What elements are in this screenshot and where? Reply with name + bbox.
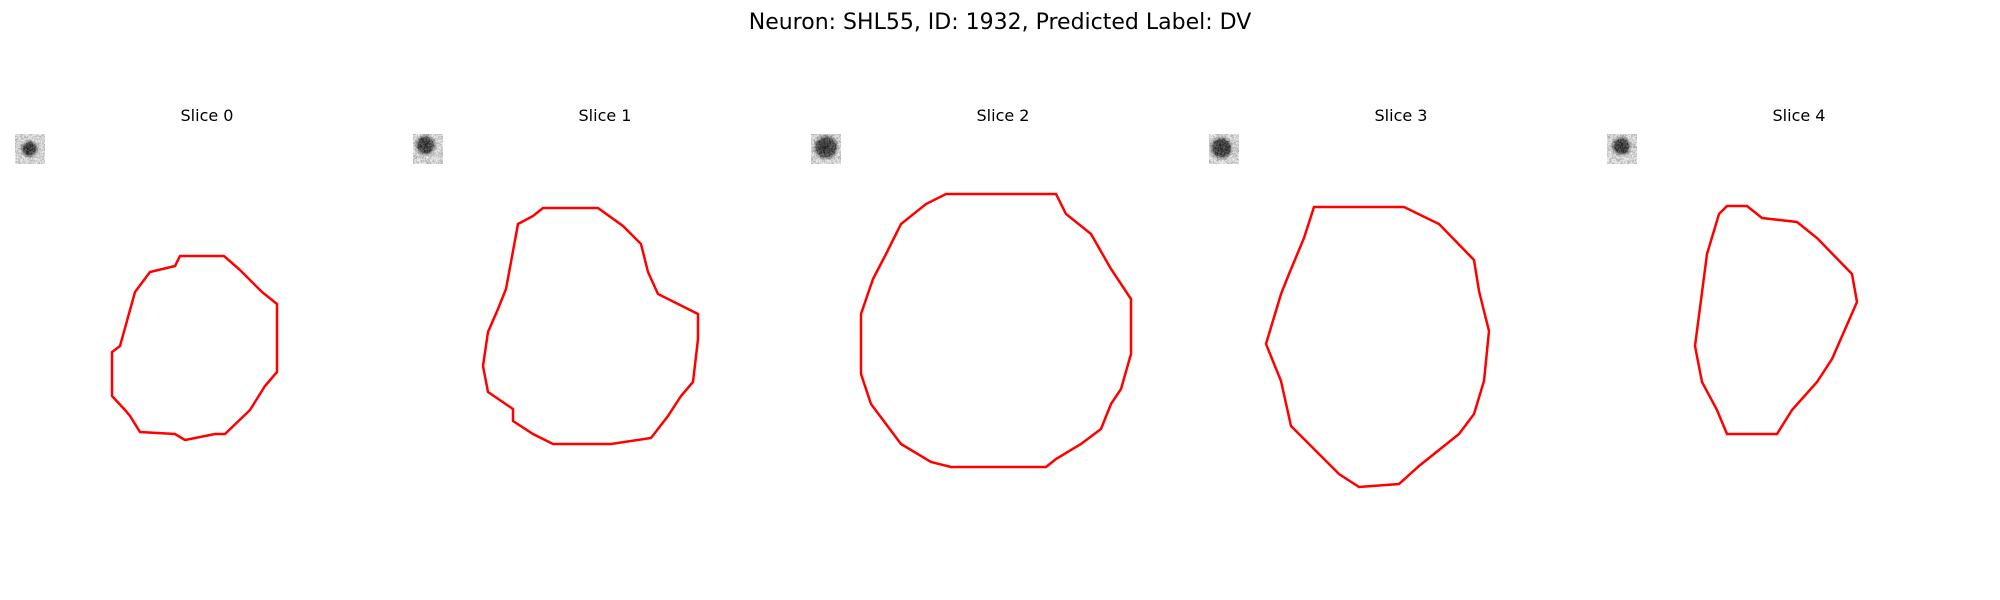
roi-outline — [110, 254, 279, 442]
slice-title: Slice 0 — [180, 106, 234, 125]
roi-contour — [859, 192, 1133, 469]
slice-title: Slice 2 — [976, 106, 1030, 125]
roi-contour — [1264, 205, 1491, 489]
slice-title: Slice 3 — [1374, 106, 1428, 125]
roi-outline — [1693, 204, 1859, 436]
slice-panel-3: Slice 3 — [1209, 106, 1593, 518]
grayscale-patch — [1607, 134, 1637, 164]
slice-panel-1: Slice 1 — [413, 106, 797, 518]
slice-panel-0: Slice 0 — [15, 106, 399, 518]
slice-title: Slice 4 — [1772, 106, 1826, 125]
slice-image — [811, 134, 1195, 518]
figure-title: Neuron: SHL55, ID: 1932, Predicted Label… — [748, 10, 1252, 35]
slice-image — [1607, 134, 1991, 518]
roi-contour — [110, 254, 279, 442]
slice-image — [15, 134, 399, 518]
grayscale-patch — [413, 134, 443, 164]
roi-outline — [481, 206, 700, 446]
slice-image — [1209, 134, 1593, 518]
roi-contour — [1693, 204, 1859, 436]
roi-outline — [1264, 205, 1491, 489]
roi-outline — [859, 192, 1133, 469]
slice-panel-2: Slice 2 — [811, 106, 1195, 518]
slice-title: Slice 1 — [578, 106, 632, 125]
roi-contour — [481, 206, 700, 446]
slice-panel-4: Slice 4 — [1607, 106, 1991, 518]
slice-image — [413, 134, 797, 518]
grayscale-patch — [15, 134, 45, 164]
grayscale-patch — [1209, 134, 1239, 164]
grayscale-patch — [811, 134, 841, 164]
